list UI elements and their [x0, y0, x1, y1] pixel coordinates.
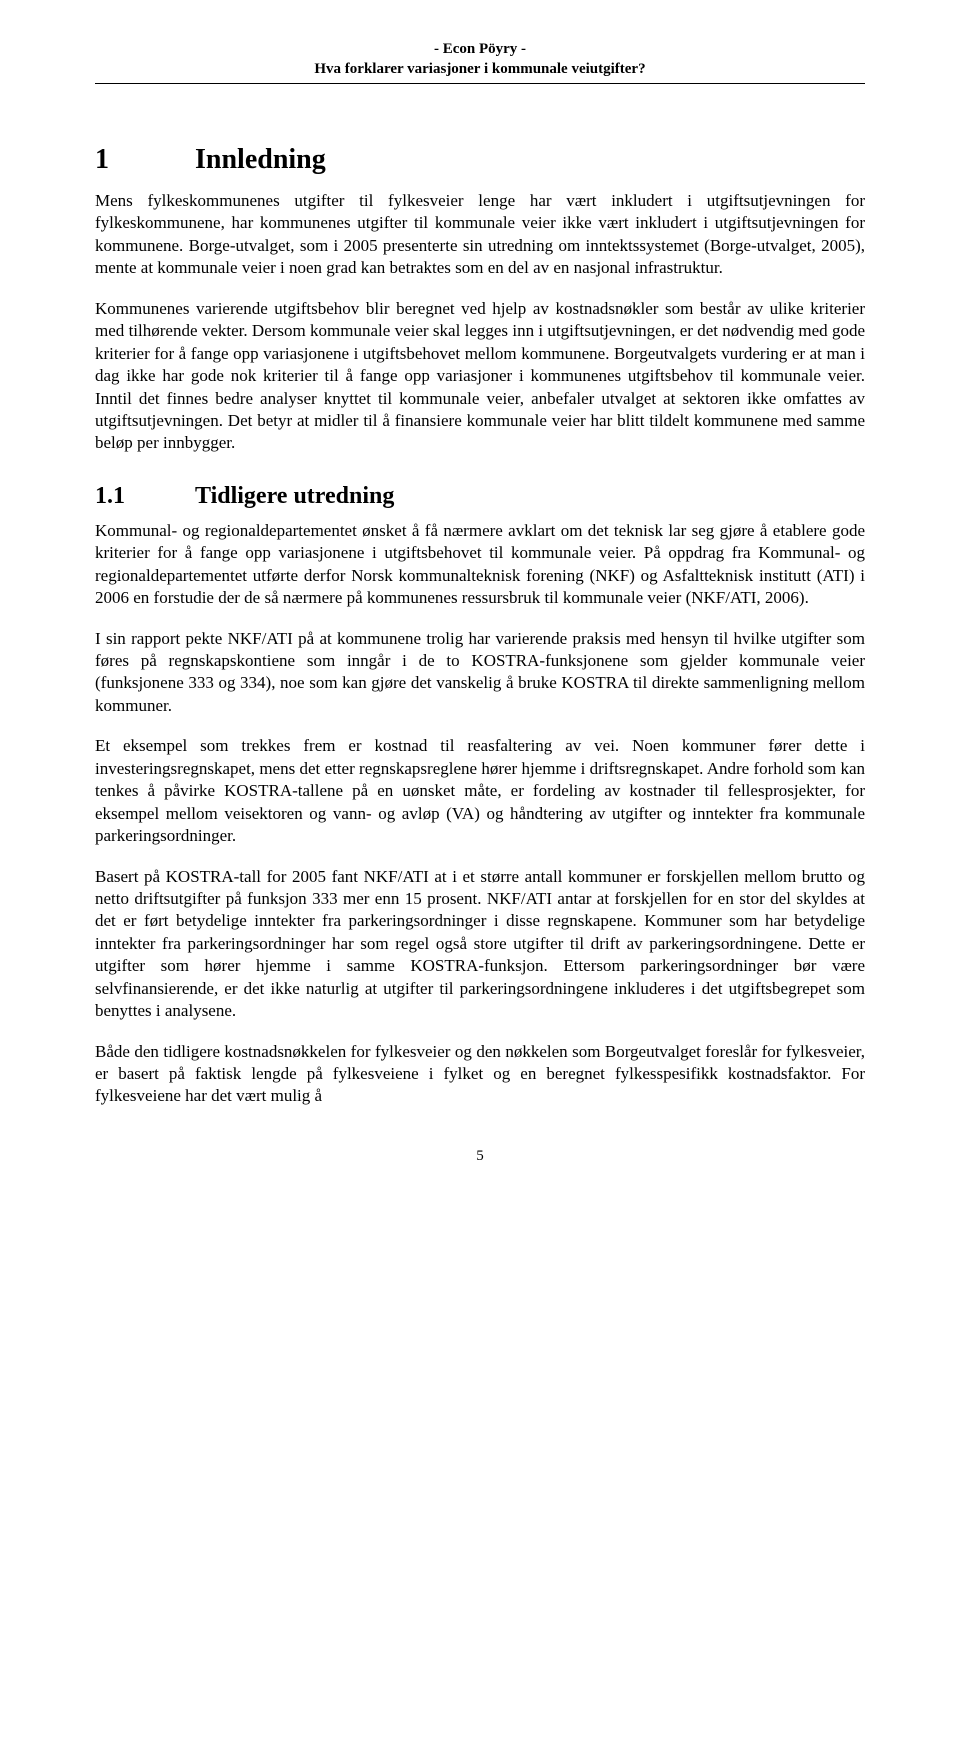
- document-header: - Econ Pöyry - Hva forklarer variasjoner…: [95, 40, 865, 79]
- section-1-paragraph-1: Mens fylkeskommunenes utgifter til fylke…: [95, 190, 865, 280]
- section-1-heading: 1 Innledning: [95, 144, 865, 176]
- page-number: 5: [95, 1148, 865, 1165]
- section-1-1-paragraph-4: Basert på KOSTRA-tall for 2005 fant NKF/…: [95, 866, 865, 1023]
- header-divider: [95, 83, 865, 84]
- section-1-1-paragraph-3: Et eksempel som trekkes frem er kostnad …: [95, 735, 865, 847]
- section-1-1-paragraph-2: I sin rapport pekte NKF/ATI på at kommun…: [95, 628, 865, 718]
- section-1-1-paragraph-5: Både den tidligere kostnadsnøkkelen for …: [95, 1041, 865, 1108]
- header-line-2: Hva forklarer variasjoner i kommunale ve…: [95, 60, 865, 80]
- section-1-title: Innledning: [195, 144, 326, 176]
- section-1-1-paragraph-1: Kommunal- og regionaldepartementet ønske…: [95, 520, 865, 610]
- section-1-number: 1: [95, 144, 195, 176]
- section-1-paragraph-2: Kommunenes varierende utgiftsbehov blir …: [95, 298, 865, 455]
- section-1-1-title: Tidligere utredning: [195, 483, 394, 510]
- section-1-1-number: 1.1: [95, 483, 195, 510]
- section-1-1-heading: 1.1 Tidligere utredning: [95, 483, 865, 510]
- header-line-1: - Econ Pöyry -: [95, 40, 865, 60]
